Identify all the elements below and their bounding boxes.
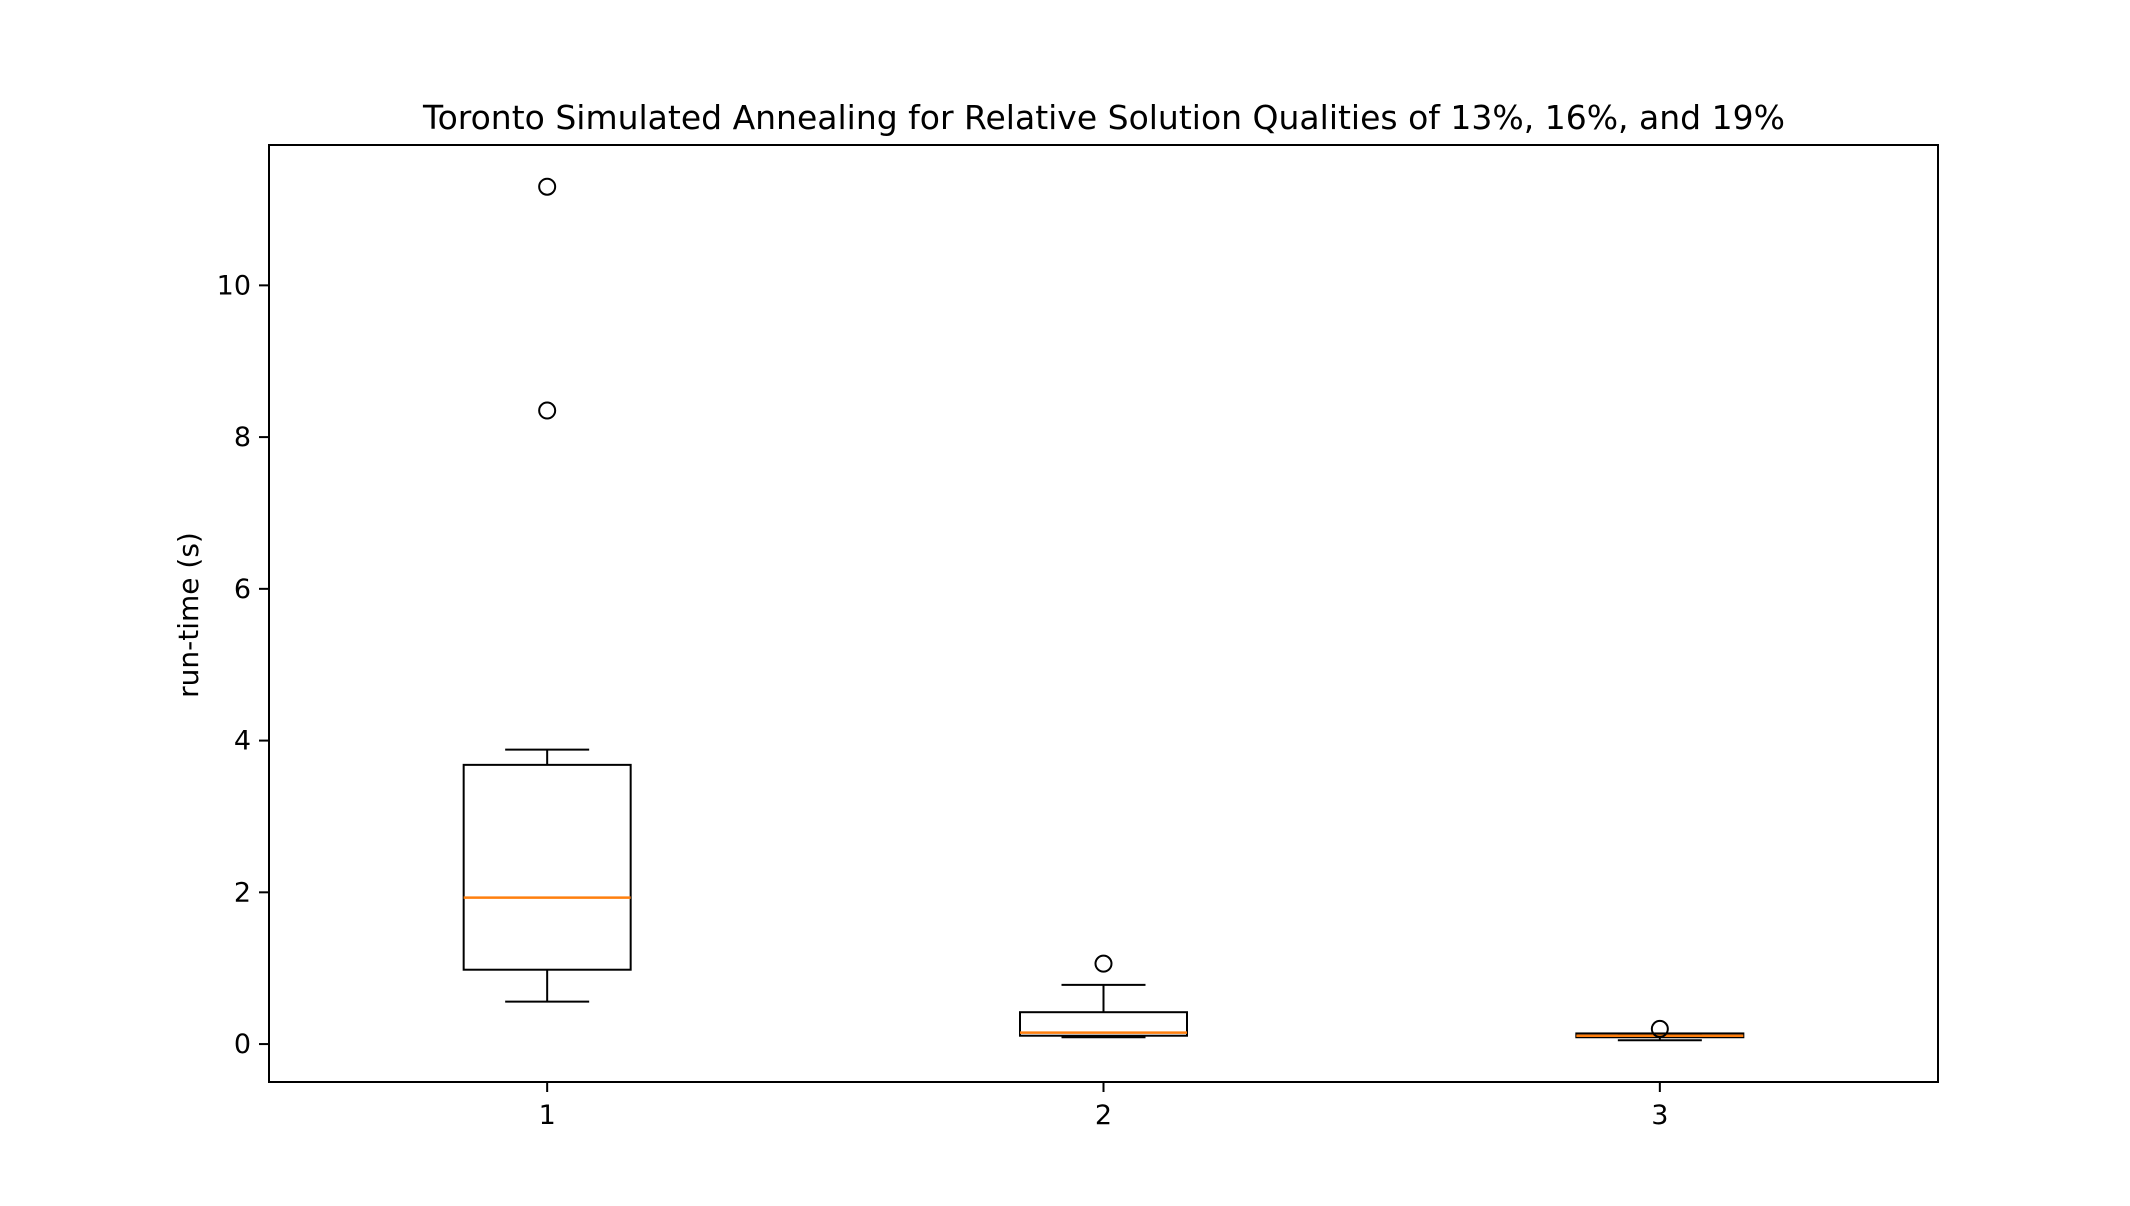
x-tick-label: 2 (1095, 1100, 1112, 1131)
x-tick-label: 3 (1651, 1100, 1668, 1131)
plot-area-frame (268, 144, 1939, 1083)
outlier-point (1650, 1019, 1669, 1038)
y-tick-label: 2 (234, 877, 251, 908)
x-axis: 1 2 3 (539, 1082, 1668, 1131)
y-tick-label: 8 (234, 422, 251, 453)
box-group-1 (462, 177, 632, 1003)
y-axis-label: run-time (s) (172, 532, 205, 698)
x-tick-label: 1 (539, 1100, 556, 1131)
box-group-3 (1575, 1019, 1745, 1042)
y-axis: 0 2 4 6 8 10 (217, 270, 269, 1060)
box-iqr (1019, 1011, 1188, 1037)
outlier-point (1094, 954, 1113, 973)
chart-title: Toronto Simulated Annealing for Relative… (422, 98, 1785, 137)
y-tick-label: 4 (234, 726, 251, 757)
y-tick-label: 6 (234, 574, 251, 605)
outlier-point (538, 177, 557, 196)
box-group-2 (1019, 954, 1188, 1039)
y-tick-label: 0 (234, 1029, 251, 1060)
y-tick-label: 10 (217, 270, 251, 301)
outlier-point (538, 401, 557, 420)
box-iqr (462, 763, 632, 971)
plot-layer (462, 177, 1745, 1042)
